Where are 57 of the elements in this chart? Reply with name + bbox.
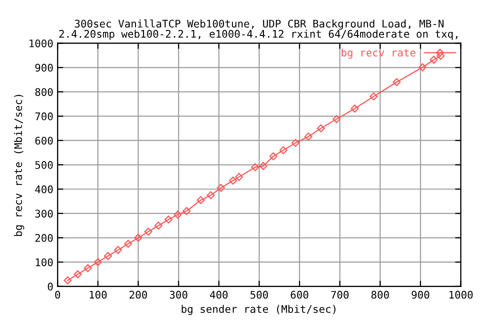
point (114, 246, 122, 254)
point (259, 162, 268, 170)
y-tick-label: 300 (35, 210, 53, 218)
point (206, 191, 215, 200)
point (134, 234, 142, 242)
point (235, 172, 244, 181)
y-tick-label: 500 (35, 161, 53, 169)
point (124, 240, 132, 248)
point (196, 196, 205, 204)
point (332, 115, 341, 124)
y-tick-label: 400 (35, 185, 53, 194)
x-tick-label: 300 (170, 290, 188, 299)
y-tick-label: 200 (35, 234, 53, 242)
y-tick-label: 1000 (30, 39, 53, 48)
point (304, 132, 312, 141)
x-tick-label: 700 (331, 290, 349, 299)
point (74, 270, 82, 278)
x-tick-label: 100 (90, 290, 107, 299)
point (182, 207, 191, 215)
point (430, 56, 438, 64)
x-tick-label: 1000 (450, 290, 473, 299)
point (291, 138, 300, 147)
point (279, 146, 288, 154)
x-tick-label: 600 (290, 290, 308, 299)
point (269, 152, 278, 160)
x-tick-label: 200 (130, 290, 147, 299)
point (104, 252, 112, 260)
point (174, 210, 182, 219)
point (316, 124, 325, 132)
point (418, 63, 426, 72)
point (392, 78, 401, 86)
point (84, 264, 92, 272)
point (144, 228, 152, 236)
x-tick-label: 800 (371, 290, 389, 299)
point (436, 52, 445, 60)
point (370, 92, 378, 100)
point (229, 176, 237, 185)
x-tick-label: 500 (250, 290, 268, 299)
x-tick-label: 900 (412, 290, 430, 299)
y-tick-label: 800 (35, 88, 53, 96)
y-tick-label: 900 (35, 64, 53, 72)
point (94, 258, 102, 266)
y-tick-label: 100 (36, 258, 53, 266)
point (164, 216, 172, 224)
point (64, 276, 72, 284)
chart-title: 300sec VanillaTCP Web100tune, UDP CBR Background Load, MB-N 2.4.20smp web100-2.2.1, e1000-4.4.12 rxint 64/64moderate on txq, (59, 19, 458, 40)
y-axis-title: bg recv rate (Mbit/sec) (14, 94, 24, 236)
x-tick-label: 400 (210, 290, 228, 299)
y-tick-label: 700 (35, 112, 53, 120)
x-axis-title: bg sender rate (Mbit/sec) (182, 304, 336, 316)
point (251, 163, 260, 172)
point (154, 222, 162, 230)
point (350, 104, 359, 113)
y-tick-label: 600 (35, 136, 53, 145)
point (216, 184, 225, 192)
x-tick-label: 0 (55, 290, 60, 299)
y-tick-label: 0 (48, 282, 53, 291)
